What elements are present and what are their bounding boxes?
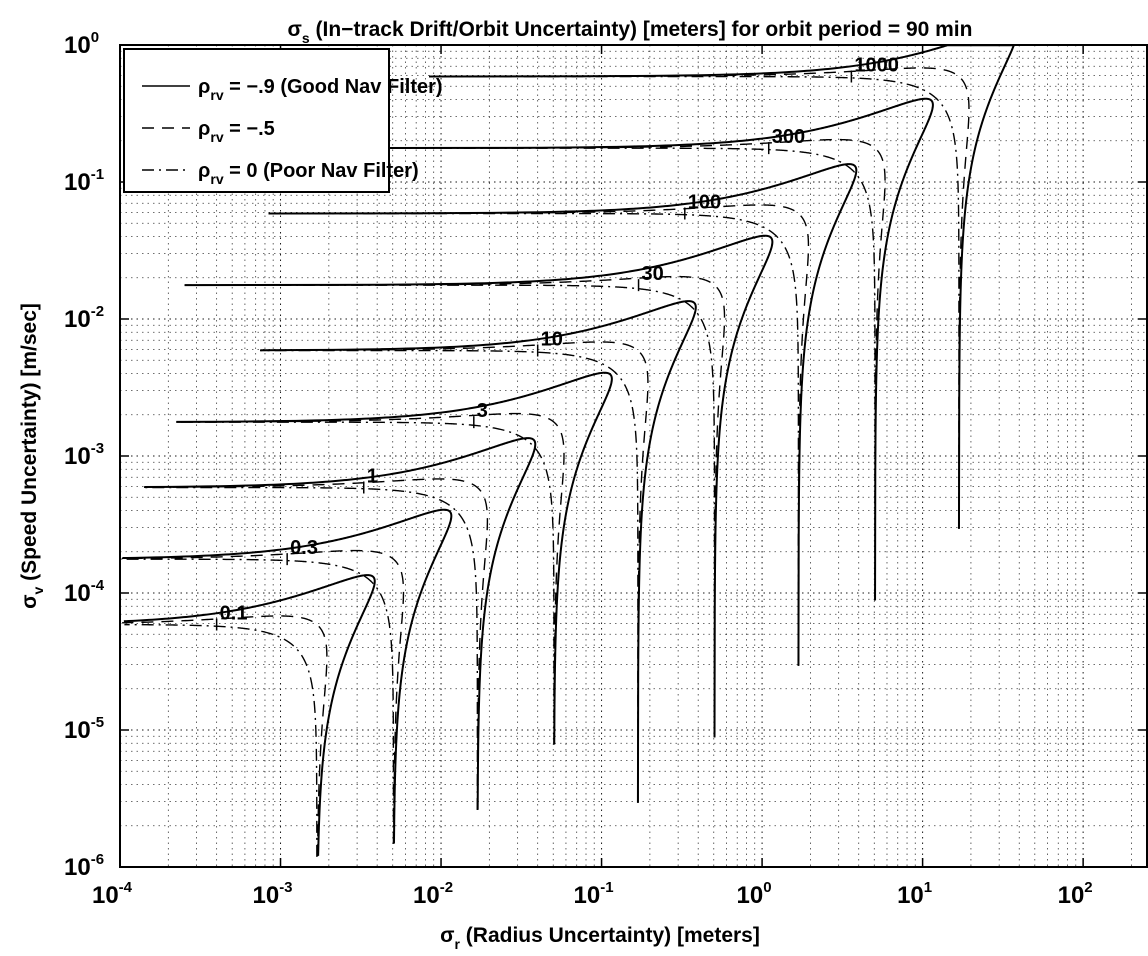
contour-label: 300	[772, 126, 805, 148]
y-tick-label: 100	[64, 29, 99, 59]
x-tick-label: 10-4	[92, 879, 133, 909]
x-tick-label: 101	[897, 879, 932, 909]
x-tick-labels: 10-4 10-3 10-2 10-1 100 101 102	[92, 879, 1093, 909]
y-tick-label: 10-4	[64, 577, 105, 607]
y-tick-label: 10-6	[64, 851, 104, 881]
y-axis-title: σv (Speed Uncertainty) [m/sec]	[18, 303, 46, 609]
contour-label: 1	[367, 466, 378, 488]
contour-label: 0.1	[220, 603, 248, 625]
contour-label: 30	[642, 263, 664, 285]
y-tick-label: 10-5	[64, 714, 104, 744]
y-tick-label: 10-2	[64, 303, 104, 333]
x-tick-label: 10-1	[574, 879, 614, 909]
x-tick-label: 10-3	[252, 879, 292, 909]
contour-label: 0.3	[290, 537, 318, 559]
x-tick-label: 100	[737, 879, 772, 909]
y-tick-label: 10-1	[64, 166, 104, 196]
contour-label: 100	[688, 192, 721, 214]
contour-label: 3	[477, 400, 488, 422]
y-tick-labels: 10-6 10-5 10-4 10-3 10-2 10-1 100	[64, 29, 105, 881]
x-tick-label: 102	[1058, 879, 1093, 909]
chart-title: σs (In−track Drift/Orbit Uncertainty) [m…	[288, 18, 973, 46]
x-axis-title: σr (Radius Uncertainty) [meters]	[440, 924, 760, 952]
contour-label: 10	[541, 329, 563, 351]
y-tick-label: 10-3	[64, 440, 104, 470]
contour-label: 1000	[854, 55, 899, 77]
x-tick-label: 10-2	[413, 879, 453, 909]
